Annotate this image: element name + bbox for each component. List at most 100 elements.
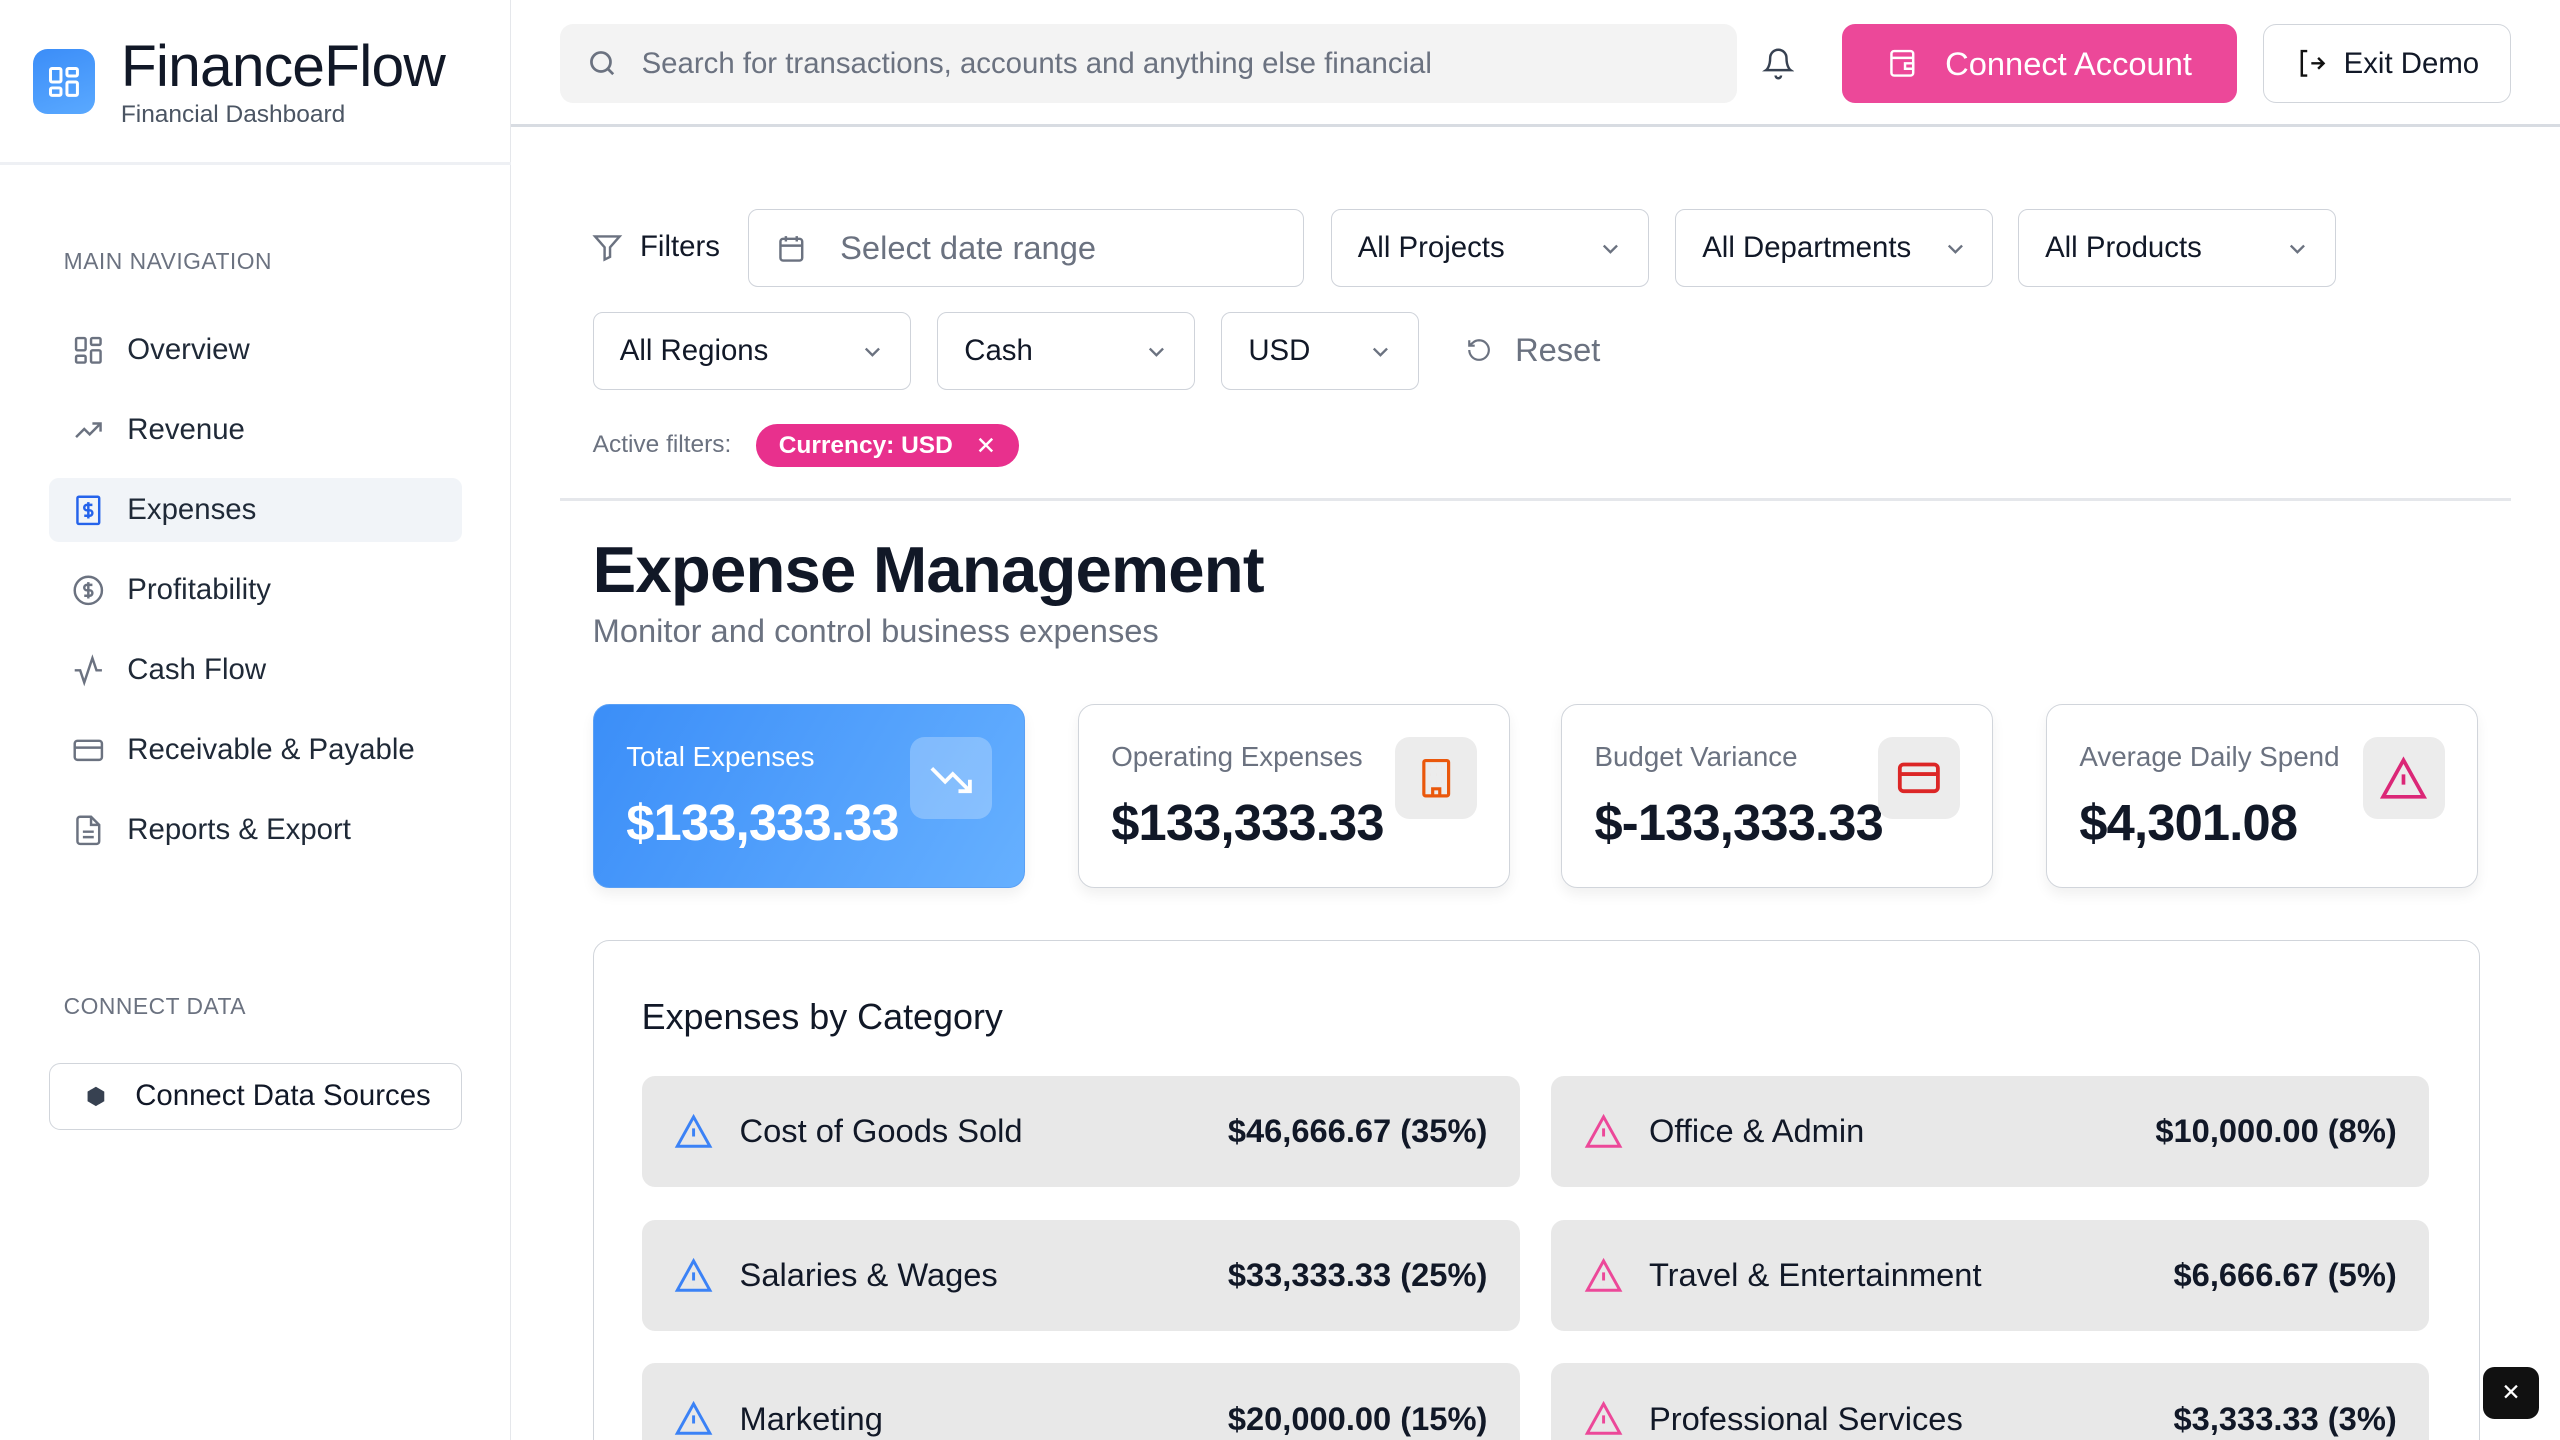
search-placeholder: Search for transactions, accounts and an…	[641, 46, 1432, 80]
sidebar-item-revenue[interactable]: Revenue	[49, 398, 462, 462]
category-name: Marketing	[739, 1399, 883, 1437]
card-label: Operating Expenses	[1111, 740, 1363, 772]
date-placeholder: Select date range	[840, 229, 1097, 267]
trending-up-icon	[75, 422, 102, 438]
reset-icon	[1468, 339, 1491, 362]
category-item[interactable]: Cost of Goods Sold $46,666.67 (35%)	[641, 1075, 1520, 1187]
category-amount: $20,000.00 (15%)	[1227, 1399, 1488, 1437]
brand-subtitle: Financial Dashboard	[120, 101, 346, 129]
sidebar-item-receivable-payable[interactable]: Receivable & Payable	[49, 718, 462, 782]
currency-select[interactable]: USD	[1221, 311, 1419, 391]
dollar-circle-icon	[73, 575, 103, 606]
alert-triangle-icon	[1584, 1401, 1623, 1435]
building-icon	[1394, 737, 1477, 819]
active-filters-label: Active filters:	[592, 431, 732, 459]
reset-button[interactable]: Reset	[1466, 331, 1600, 369]
date-range-picker[interactable]: Select date range	[747, 208, 1305, 288]
activity-icon	[74, 654, 102, 687]
sidebar-item-profitability[interactable]: Profitability	[49, 558, 462, 622]
log-out-icon	[2300, 50, 2325, 78]
chevron-down-icon	[864, 347, 880, 357]
connect-data-sources-button[interactable]: ⬢ Connect Data Sources	[48, 1062, 463, 1130]
select-value: All Projects	[1357, 231, 1505, 265]
alert-triangle-icon	[1584, 1113, 1623, 1148]
sidebar	[0, 0, 512, 1440]
reset-label: Reset	[1515, 331, 1601, 369]
select-value: Cash	[964, 334, 1033, 367]
brand-header	[0, 0, 512, 165]
projects-select[interactable]: All Projects	[1330, 208, 1649, 288]
category-amount: $33,333.33 (25%)	[1227, 1256, 1488, 1294]
card-value: $133,333.33	[1111, 793, 1384, 851]
page-title: Expense Management	[592, 533, 1265, 607]
grid-icon	[74, 336, 102, 364]
category-item[interactable]: Travel & Entertainment $6,666.67 (5%)	[1551, 1219, 2430, 1331]
button-label: Connect Account	[1945, 44, 2192, 82]
filter-icon	[592, 235, 623, 262]
expenses-by-category-panel	[592, 940, 2480, 1440]
close-button[interactable]: ✕	[2483, 1366, 2539, 1419]
products-select[interactable]: All Products	[2017, 208, 2337, 288]
search-icon	[590, 51, 615, 76]
close-icon: ✕	[2501, 1379, 2521, 1406]
sidebar-item-overview[interactable]: Overview	[49, 318, 462, 382]
close-icon[interactable]: ✕	[975, 432, 997, 460]
sidebar-item-expenses[interactable]: Expenses	[48, 478, 463, 543]
sidebar-item-label: Receivable & Payable	[127, 733, 415, 767]
alert-triangle-icon	[2363, 737, 2445, 819]
sidebar-item-label: Overview	[127, 333, 250, 367]
credit-card-icon	[73, 739, 103, 761]
category-name: Office & Admin	[1648, 1112, 1865, 1150]
category-amount: $6,666.67 (5%)	[2173, 1256, 2397, 1294]
card-label: Total Expenses	[626, 740, 815, 772]
calendar-icon	[779, 235, 804, 262]
logo-icon	[32, 48, 95, 115]
search-input[interactable]: Search for transactions, accounts and an…	[559, 24, 1738, 103]
category-amount: $46,666.67 (35%)	[1227, 1112, 1488, 1150]
category-amount: $10,000.00 (8%)	[2155, 1112, 2397, 1150]
filters-text: Filters	[639, 230, 720, 264]
card-label: Budget Variance	[1594, 740, 1798, 772]
chevron-down-icon	[2290, 244, 2306, 254]
active-filter-chip[interactable]: Currency: USD ✕	[755, 424, 1019, 467]
connect-account-button[interactable]: Connect Account	[1841, 24, 2237, 103]
sidebar-item-label: Cash Flow	[127, 653, 267, 687]
card-label: Average Daily Spend	[2079, 740, 2340, 772]
category-name: Cost of Goods Sold	[739, 1112, 1023, 1150]
page-subtitle: Monitor and control business expenses	[592, 612, 1159, 650]
departments-select[interactable]: All Departments	[1675, 208, 1994, 288]
category-item[interactable]: Professional Services $3,333.33 (3%)	[1551, 1363, 2430, 1440]
bell-icon[interactable]	[1761, 47, 1795, 80]
alert-triangle-icon	[675, 1113, 713, 1148]
alert-triangle-icon	[675, 1257, 713, 1292]
sidebar-item-reports-export[interactable]: Reports & Export	[49, 798, 462, 862]
card-value: $133,333.33	[626, 793, 899, 851]
chip-label: Currency: USD	[778, 431, 953, 459]
category-name: Professional Services	[1648, 1399, 1963, 1437]
select-value: All Departments	[1702, 231, 1912, 265]
select-value: All Products	[2045, 231, 2202, 265]
alert-triangle-icon	[1584, 1257, 1623, 1292]
exit-demo-button[interactable]: Exit Demo	[2262, 24, 2511, 103]
card-value: $-133,333.33	[1594, 793, 1883, 851]
total-expenses-card: Total Expenses $133,333.33	[592, 703, 1026, 889]
chevron-down-icon	[1947, 244, 1963, 254]
filters-label: Filters	[591, 230, 720, 264]
alert-triangle-icon	[675, 1401, 713, 1435]
file-icon	[76, 815, 101, 846]
category-amount: $3,333.33 (3%)	[2173, 1399, 2397, 1437]
budget-variance-card: Budget Variance $-133,333.33	[1560, 703, 1994, 889]
chevron-down-icon	[1372, 347, 1388, 357]
sidebar-item-label: Reports & Export	[127, 813, 351, 847]
main-navigation-heading: MAIN NAVIGATION	[63, 248, 272, 275]
category-item[interactable]: Marketing $20,000.00 (15%)	[641, 1363, 1520, 1440]
category-item[interactable]: Office & Admin $10,000.00 (8%)	[1551, 1075, 2430, 1187]
chevron-down-icon	[1602, 244, 1618, 254]
category-item[interactable]: Salaries & Wages $33,333.33 (25%)	[641, 1219, 1520, 1331]
accounting-basis-select[interactable]: Cash	[937, 311, 1196, 391]
sidebar-item-label: Expenses	[127, 493, 257, 527]
credit-card-icon	[1878, 737, 1960, 819]
regions-select[interactable]: All Regions	[592, 311, 911, 391]
wallet-icon	[1890, 50, 1915, 78]
sidebar-item-cash-flow[interactable]: Cash Flow	[49, 638, 462, 702]
